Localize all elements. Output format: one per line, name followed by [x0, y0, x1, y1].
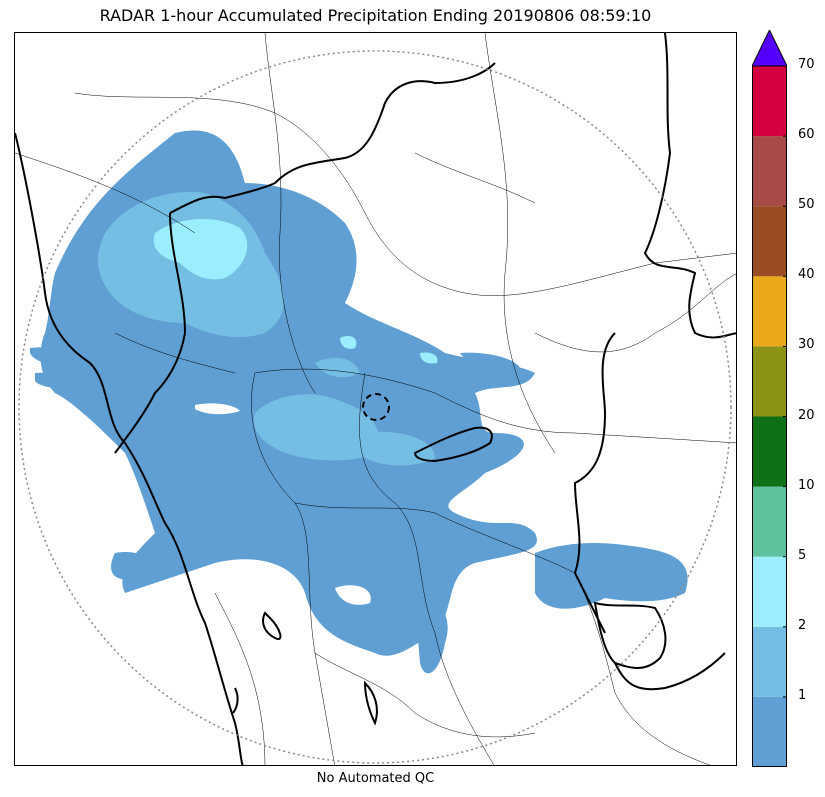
- colorbar-segment: [752, 416, 787, 487]
- colorbar-tick-label: 30: [798, 337, 815, 353]
- colorbar-segment: [752, 626, 787, 697]
- map-title: RADAR 1-hour Accumulated Precipitation E…: [99, 6, 652, 25]
- colorbar-tick-label: 10: [798, 477, 815, 493]
- colorbar-tick-label: 60: [798, 127, 815, 143]
- colorbar-tick-label: 20: [798, 407, 815, 423]
- colorbar-tick-label: 50: [798, 197, 815, 213]
- colorbar-segment: [752, 206, 787, 277]
- colorbar-segment: [752, 66, 787, 137]
- colorbar-extend-arrow: [752, 30, 787, 67]
- colorbar-tick-label: 40: [798, 267, 815, 283]
- colorbar-tick-label: 5: [798, 547, 807, 563]
- colorbar-segment: [752, 556, 787, 627]
- colorbar-tick-label: 1: [798, 687, 807, 703]
- colorbar-segment: [752, 136, 787, 207]
- colorbar-segment: [752, 486, 787, 557]
- colorbar-tick-label: 2: [798, 617, 807, 633]
- district-boundaries: [15, 33, 736, 765]
- colorbar: [752, 30, 787, 767]
- colorbar-segment: [752, 696, 787, 767]
- radar-map-canvas: [15, 33, 736, 765]
- colorbar-segment: [752, 276, 787, 347]
- radar-site-ring: [362, 393, 390, 421]
- colorbar-segment: [752, 346, 787, 417]
- state-boundaries: [15, 33, 736, 765]
- precipitation-heavy: [153, 218, 438, 364]
- radar-map: [14, 32, 737, 766]
- radar-range-ring: [18, 50, 732, 764]
- colorbar-tick-label: 70: [798, 57, 815, 72]
- qc-note: No Automated QC: [316, 771, 435, 786]
